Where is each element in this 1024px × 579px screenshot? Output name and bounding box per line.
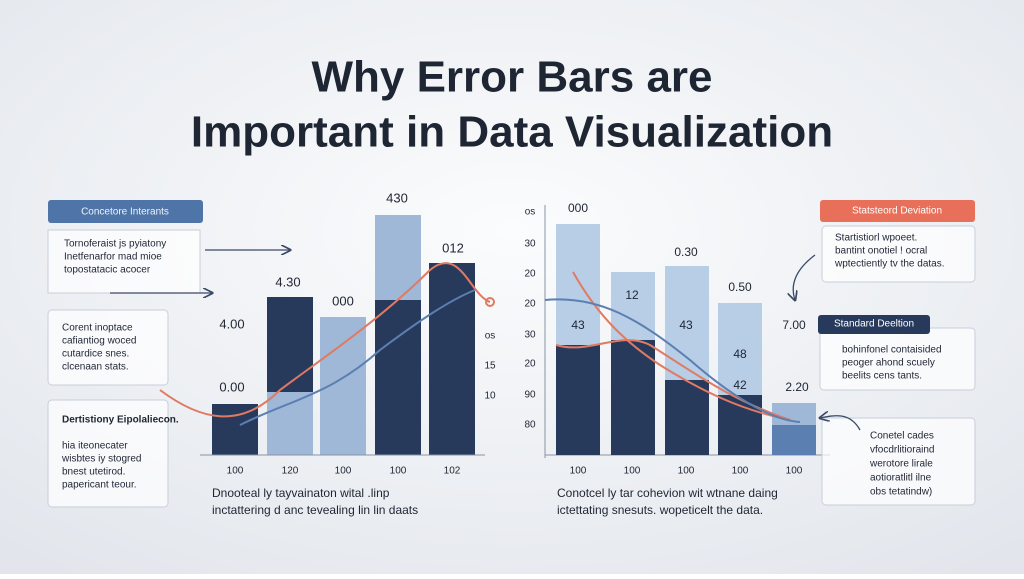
note-box [821,225,976,283]
point [485,297,495,307]
trend-line [544,298,801,423]
note-text: clcenaan stats. [62,362,129,373]
x-label: 100 [335,466,352,477]
value-label: 000 [568,201,588,215]
x-label: 102 [444,466,461,477]
bar [267,392,313,455]
x-label: 100 [678,466,695,477]
note-header-box [820,200,975,222]
boxes [47,200,976,508]
x-label: 100 [732,466,749,477]
note-box [47,309,169,386]
note-text: Conetel cades [870,431,934,442]
value-label: 48 [733,347,747,361]
side-label: 10 [484,391,496,402]
note-text: Tornoferaist js pyiatony [64,239,166,250]
value-label: 0.00 [219,379,244,394]
arrow [793,254,816,300]
bar [556,345,600,455]
note-text: bnest utetirod. [62,467,125,478]
bar [665,380,709,455]
note-text: obs tetatindw) [870,487,932,498]
note-header: Standard Deeltion [834,319,914,330]
note-text: peoger ahond scuely [842,358,935,369]
value-label: 43 [679,318,693,332]
note-text: Inetfenarfor mad mioe [64,252,162,263]
value-label: 4.30 [275,274,300,289]
trend-line [239,289,476,426]
axis-label: os [525,207,536,218]
left-chart [159,215,495,456]
note-box [47,399,169,508]
bar [375,300,421,455]
x-label: 100 [786,466,803,477]
bar [611,340,655,455]
note-header-box [48,200,203,223]
side-label: os [485,331,496,342]
caption: Dnooteal ly tayvainaton wital .linp [212,486,390,500]
axis-label: 80 [524,420,536,431]
right-chart [544,205,830,458]
note-text: cutardice snes. [62,349,129,360]
note-header: Concetore Interants [81,207,169,218]
note-text: vfocdrlitioraind [870,445,934,456]
x-label: 100 [227,466,244,477]
value-label: 7.00 [782,318,806,332]
note-header: Dertistiony Eipolaliecon. [62,415,179,426]
note-text: topostatacic acocer [64,265,151,276]
caption: Conotcel ly tar cohevion wit wtnane dain… [557,486,778,500]
x-label: 100 [624,466,641,477]
note-text: werotore lirale [869,459,933,470]
bar [772,425,816,455]
axis-label: 20 [524,359,536,370]
value-label: 0.30 [674,245,698,259]
side-label: 15 [484,361,496,372]
value-label: 43 [571,318,585,332]
bar [212,404,258,455]
note-text: aotioratlitl ilne [870,473,932,484]
note-text: cafiantiog woced [62,336,137,347]
value-label: 2.20 [785,380,809,394]
note-text: Corent inoptace [62,323,133,334]
axis-label: 20 [524,269,536,280]
caption: inctattering d anc tevealing lin lin daa… [212,503,418,517]
note-text: wptectiently tv the datas. [834,259,945,270]
bar [718,395,762,455]
note-header: Statsteord Deviation [852,206,942,217]
arrow [820,416,861,431]
value-label: 430 [386,190,408,205]
axis-label: 30 [524,330,536,341]
bar [429,263,475,455]
x-label: 100 [390,466,407,477]
value-label: 42 [733,378,747,392]
axis-label: 30 [524,239,536,250]
caption: ictettating snesuts. wopeticelt the data… [557,503,763,517]
value-label: 12 [625,288,639,302]
note-text: bohinfonel contaisided [842,345,942,356]
value-label: 012 [442,240,464,255]
note-text: hia iteonecater [62,441,128,452]
trend-line [572,271,791,421]
note-text: papericant teour. [62,480,137,491]
note-text: bantint onotiel ! ocral [835,246,927,257]
axis-label: 90 [524,390,536,401]
value-label: 000 [332,293,354,308]
note-text: Startistiorl wpoeet. [835,233,917,244]
note-text: wisbtes iy stogred [61,454,141,465]
note-header-box [818,315,930,334]
axis-label: 20 [524,299,536,310]
title: Important in Data Visualization [191,108,833,157]
title: Why Error Bars are [311,53,712,102]
x-label: 120 [282,466,299,477]
note-text: beelits cens tants. [842,371,922,382]
trend-line [159,262,491,418]
note-box [47,229,201,294]
note-box [821,417,976,506]
value-label: 4.00 [219,316,244,331]
value-label: 0.50 [728,280,752,294]
x-label: 100 [570,466,587,477]
